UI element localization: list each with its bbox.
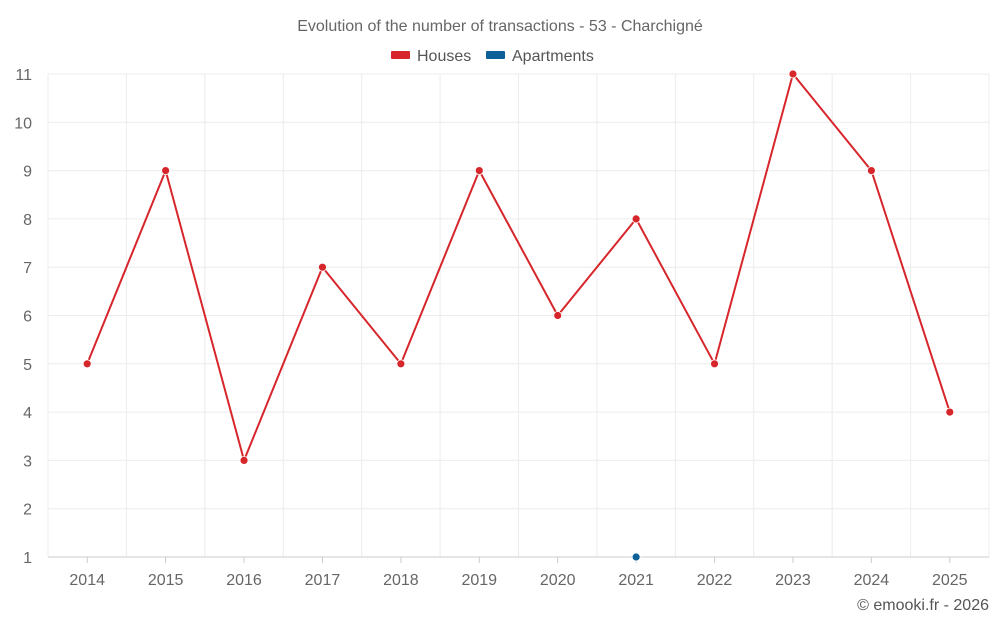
x-tick-label-2023: 2023 xyxy=(775,572,811,589)
series-line-houses xyxy=(86,73,951,462)
x-tick-label-2024: 2024 xyxy=(854,572,890,589)
chart-credit[interactable]: © emooki.fr - 2026 xyxy=(857,597,989,614)
x-axis-tick-labels: 2014 2015 2016 2017 2018 2019 2020 2021 2022 2023… xyxy=(69,572,967,589)
y-tick-label-11: 11 xyxy=(15,67,32,84)
y-axis-tick-labels: 1 2 3 4 5 6 7 8 9 10 11 xyxy=(14,67,32,567)
data-series xyxy=(82,69,955,562)
x-tick-label-2022: 2022 xyxy=(697,572,733,589)
y-tick-label-7: 7 xyxy=(23,260,32,277)
legend: Houses Apartments xyxy=(391,48,594,65)
data-point-apartments-2021[interactable] xyxy=(631,552,641,562)
y-tick-label-5: 5 xyxy=(23,357,32,374)
x-tick-label-2015: 2015 xyxy=(148,572,184,589)
y-tick-label-9: 9 xyxy=(23,164,32,181)
data-point-houses-2015[interactable] xyxy=(161,166,171,176)
axes xyxy=(48,556,989,563)
data-point-houses-2022[interactable] xyxy=(710,359,719,369)
legend-item-apartments[interactable]: Apartments xyxy=(486,48,594,65)
y-tick-label-3: 3 xyxy=(23,453,32,470)
grid-lines xyxy=(47,73,990,557)
data-point-houses-2019[interactable] xyxy=(474,166,484,176)
y-tick-label-8: 8 xyxy=(23,212,32,229)
series-apartments xyxy=(631,552,641,562)
data-point-houses-2016[interactable] xyxy=(239,455,249,465)
data-point-houses-2024[interactable] xyxy=(866,166,876,176)
x-tick-label-2017: 2017 xyxy=(305,572,341,589)
chart-title: Evolution of the number of transactions … xyxy=(297,18,703,35)
data-point-houses-2025[interactable] xyxy=(945,407,955,417)
x-tick-label-2020: 2020 xyxy=(540,572,576,589)
x-tick-label-2021: 2021 xyxy=(618,572,654,589)
series-houses xyxy=(82,69,955,465)
data-point-houses-2018[interactable] xyxy=(396,359,406,369)
y-tick-label-6: 6 xyxy=(23,309,32,326)
x-tick-label-2016: 2016 xyxy=(226,572,262,589)
data-point-houses-2017[interactable] xyxy=(318,262,327,272)
y-tick-label-1: 1 xyxy=(23,550,32,567)
x-tick-label-2025: 2025 xyxy=(932,572,968,589)
data-point-houses-2023[interactable] xyxy=(788,69,798,79)
y-tick-label-10: 10 xyxy=(14,115,32,132)
x-tick-label-2018: 2018 xyxy=(383,572,419,589)
x-tick-label-2019: 2019 xyxy=(461,572,497,589)
data-point-houses-2020[interactable] xyxy=(553,311,563,320)
legend-item-houses[interactable]: Houses xyxy=(391,48,471,65)
data-point-houses-2021[interactable] xyxy=(631,214,641,224)
y-tick-label-4: 4 xyxy=(23,405,32,422)
legend-label-apartments[interactable]: Apartments xyxy=(512,48,594,65)
legend-swatch-houses xyxy=(391,51,410,59)
x-tick-label-2014: 2014 xyxy=(69,572,105,589)
data-point-houses-2014[interactable] xyxy=(82,359,92,369)
legend-label-houses[interactable]: Houses xyxy=(417,48,471,65)
y-tick-label-2: 2 xyxy=(23,502,32,519)
legend-swatch-apartments xyxy=(486,51,505,59)
